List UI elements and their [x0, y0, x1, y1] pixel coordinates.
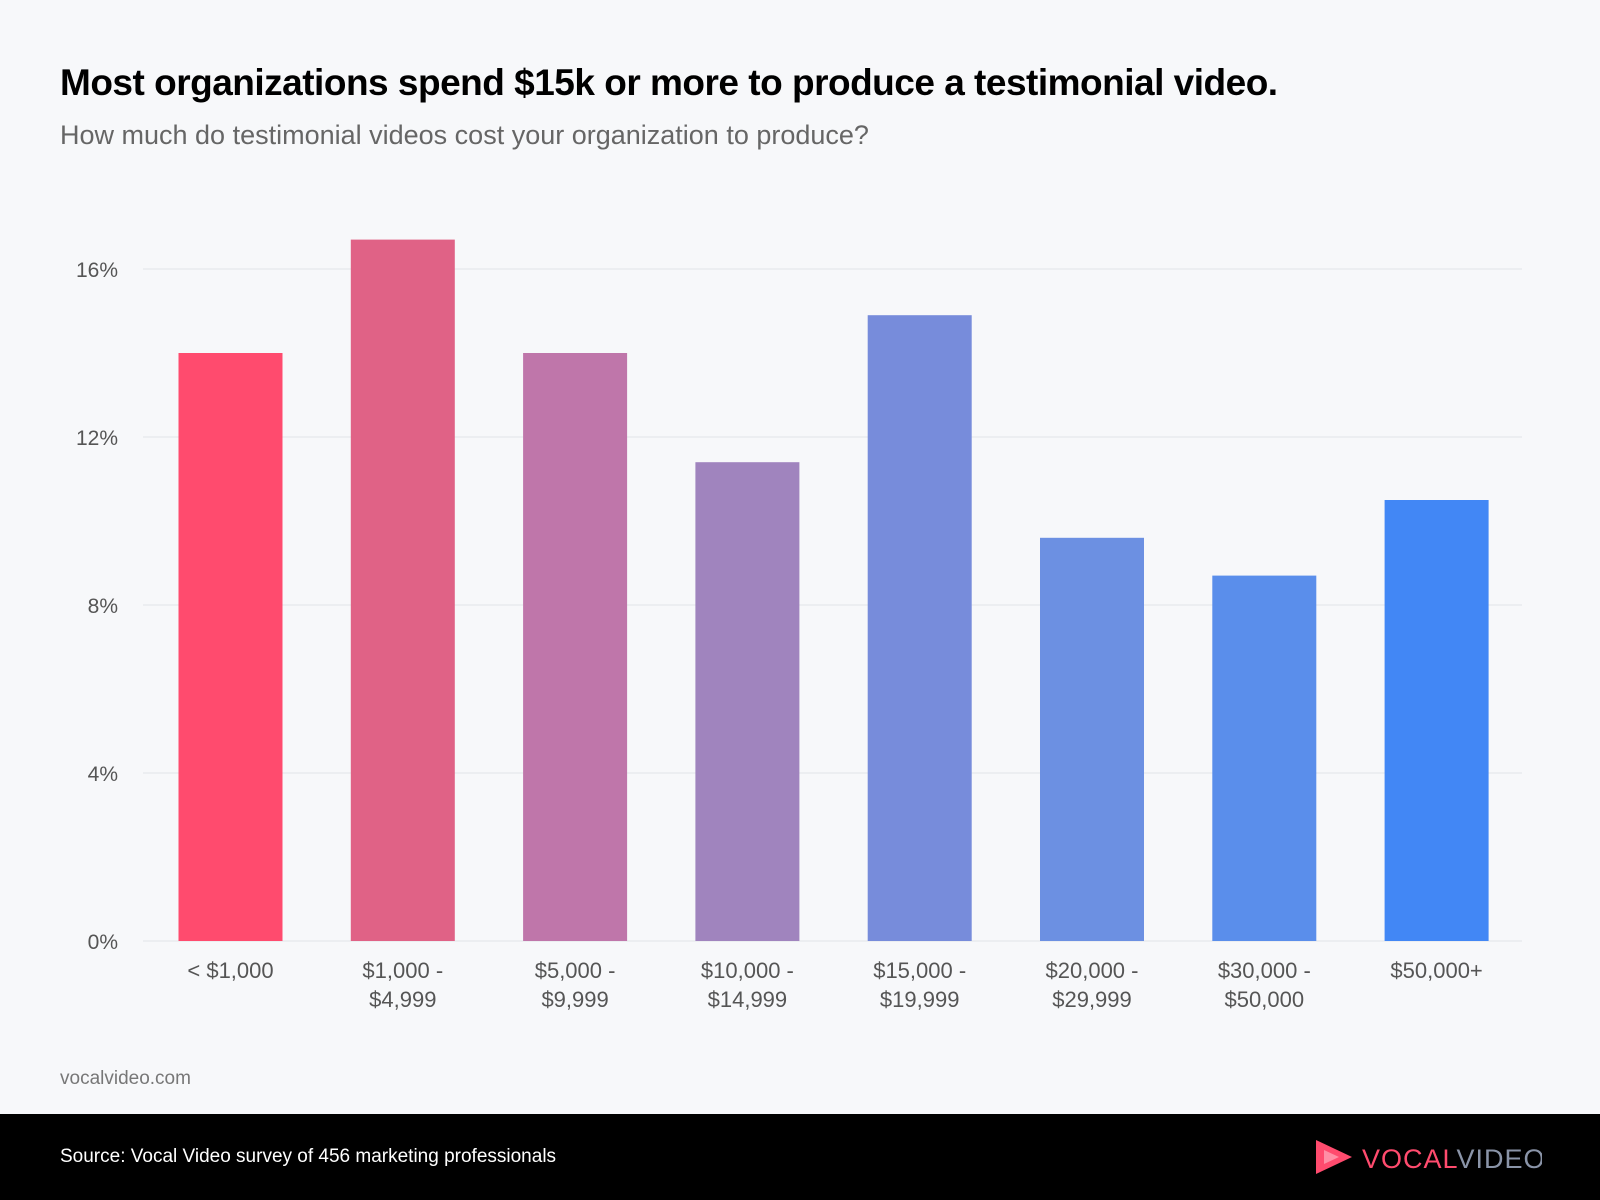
bar-chart: 0% 4% 8% 12% 16% < $1,000 $1,000 - $4,999 $5,000…	[76, 239, 1522, 1012]
footer: Source: Vocal Video survey of 456 market…	[0, 1114, 1600, 1200]
x-tick-label: $20,000 -	[1046, 958, 1139, 983]
x-tick-label: $29,999	[1052, 987, 1132, 1012]
x-tick-label: $10,000 -	[701, 958, 794, 983]
x-tick-label: $9,999	[541, 987, 608, 1012]
x-tick-label: $50,000+	[1390, 958, 1482, 983]
y-tick-label: 16%	[76, 259, 118, 282]
source-note: Source: Vocal Video survey of 456 market…	[60, 1146, 557, 1167]
x-tick-label: $1,000 -	[362, 958, 443, 983]
y-tick-label: 4%	[88, 763, 118, 786]
bar	[695, 462, 800, 941]
bar	[1384, 500, 1489, 941]
x-tick-label: $30,000 -	[1218, 958, 1311, 983]
x-tick-label: $50,000	[1225, 987, 1305, 1012]
bar	[350, 239, 455, 942]
bar	[1040, 537, 1144, 941]
chart-subtitle: How much do testimonial videos cost your…	[60, 120, 869, 150]
x-tick-label: $19,999	[880, 987, 960, 1012]
site-url: vocalvideo.com	[60, 1068, 191, 1089]
vocal-video-logo: VOCALVIDEO	[1316, 1140, 1542, 1174]
y-tick-label: 0%	[88, 931, 118, 954]
x-tick-label: < $1,000	[187, 958, 273, 983]
bar	[523, 353, 628, 941]
chart-title: Most organizations spend $15k or more to…	[60, 62, 1278, 103]
x-tick-label: $14,999	[708, 987, 788, 1012]
y-tick-label: 8%	[88, 595, 118, 618]
x-tick-label: $5,000 -	[535, 958, 616, 983]
y-tick-label: 12%	[76, 427, 118, 450]
bar	[867, 315, 972, 941]
bar	[1212, 575, 1317, 941]
bar	[178, 353, 283, 941]
x-tick-label: $4,999	[369, 987, 436, 1012]
x-tick-label: $15,000 -	[873, 958, 966, 983]
svg-text:VOCALVIDEO: VOCALVIDEO	[1362, 1144, 1542, 1174]
